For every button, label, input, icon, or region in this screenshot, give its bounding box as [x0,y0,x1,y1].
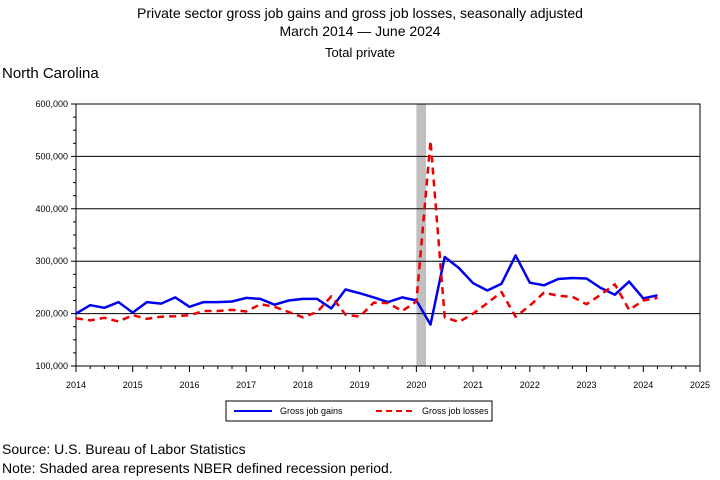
legend-box [225,400,493,422]
y-tick-label: 400,000 [35,204,68,214]
x-tick-label: 2020 [406,380,426,390]
gross-job-gains-line [75,254,658,326]
chart-series-caption: Total private [324,45,396,60]
region-label: North Carolina [2,65,99,82]
legend-gains-label: Gross job gains [280,406,343,416]
x-tick-label: 2024 [633,380,653,390]
x-tick-label: 2022 [520,380,540,390]
y-tick-label: 500,000 [35,151,68,161]
x-tick-label: 2017 [236,380,256,390]
x-tick-label: 2023 [577,380,597,390]
x-tick-label: 2015 [123,380,143,390]
y-tick-label: 200,000 [35,309,68,319]
x-tick-label: 2025 [690,380,710,390]
source-note: Source: U.S. Bureau of Labor Statistics [2,441,246,457]
y-tick-label: 600,000 [35,99,68,109]
x-tick-label: 2021 [463,380,483,390]
recession-note: Note: Shaded area represents NBER define… [2,460,393,476]
gross-job-losses-line [75,139,658,324]
x-tick-label: 2018 [293,380,313,390]
legend-losses-label: Gross job losses [422,406,489,416]
y-tick-label: 300,000 [35,256,68,266]
y-tick-label: 100,000 [35,361,68,371]
x-tick-label: 2016 [179,380,199,390]
chart-title: Private sector gross job gains and gross… [137,5,583,21]
chart-subtitle: March 2014 — June 2024 [279,23,441,39]
x-tick-label: 2019 [350,380,370,390]
recession-shading [416,104,427,366]
plot-frame [75,103,701,367]
x-tick-label: 2014 [66,380,86,390]
